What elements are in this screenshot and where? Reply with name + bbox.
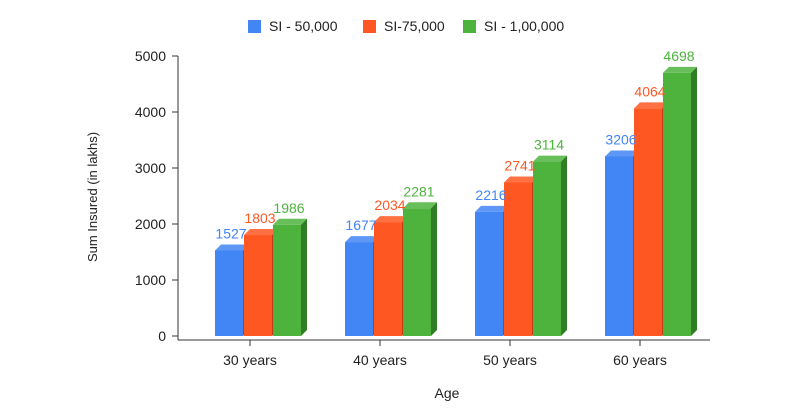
- bar-side: [301, 218, 307, 336]
- bar-top: [403, 202, 437, 209]
- bar-front: [345, 242, 373, 336]
- bar-front: [273, 224, 301, 336]
- bar: [634, 102, 668, 336]
- x-tick-label: 30 years: [223, 352, 277, 368]
- x-tick-label: 60 years: [613, 352, 667, 368]
- bar: [605, 150, 639, 336]
- y-tick-label: 5000: [135, 48, 166, 64]
- bar: [533, 155, 567, 336]
- bar-value-label: 2281: [403, 183, 434, 199]
- legend: SI - 50,000 SI-75,000 SI - 1,00,000: [248, 18, 564, 34]
- bar-value-label: 3206: [605, 131, 636, 147]
- bar-front: [634, 108, 662, 336]
- bar: [475, 205, 509, 336]
- x-axis-title: Age: [435, 385, 460, 401]
- bar-front: [215, 250, 243, 336]
- bar-top: [533, 155, 567, 162]
- x-axis: 30 years 40 years 50 years 60 years: [178, 339, 710, 368]
- bar-front: [475, 211, 503, 336]
- legend-label: SI - 1,00,000: [484, 18, 564, 34]
- bar: [345, 236, 379, 336]
- y-tick-label: 1000: [135, 272, 166, 288]
- bar-top: [605, 150, 639, 157]
- y-tick-label: 4000: [135, 104, 166, 120]
- bar-top: [475, 205, 509, 212]
- legend-label: SI-75,000: [384, 18, 445, 34]
- bar-value-label: 1986: [273, 200, 304, 216]
- y-tick-label: 2000: [135, 216, 166, 232]
- legend-swatch: [363, 20, 376, 33]
- bar-top: [374, 216, 408, 223]
- bar-value-label: 3114: [534, 137, 564, 153]
- bar-value-label: 4698: [663, 48, 694, 64]
- bar-front: [504, 182, 532, 336]
- legend-swatch: [463, 20, 476, 33]
- legend-swatch: [248, 20, 261, 33]
- x-tick-label: 50 years: [483, 352, 537, 368]
- x-tick-label: 40 years: [353, 352, 407, 368]
- y-tick-label: 0: [158, 328, 166, 344]
- bar-side: [561, 155, 567, 336]
- bar-value-label: 1527: [215, 225, 246, 241]
- bar-top: [634, 102, 668, 109]
- legend-label: SI - 50,000: [269, 18, 338, 34]
- bar: [504, 176, 538, 336]
- y-axis: 0 1000 2000 3000 4000 5000: [135, 48, 179, 344]
- bar-side: [431, 202, 437, 336]
- bar-top: [273, 218, 307, 225]
- bar-front: [663, 72, 691, 337]
- y-axis-title: Sum Insured (in lakhs): [85, 132, 100, 262]
- bar-front: [403, 208, 431, 336]
- bar-value-label: 4064: [634, 83, 665, 99]
- bar-top: [504, 176, 538, 183]
- bar-front: [374, 222, 402, 336]
- bar-top: [663, 66, 697, 73]
- bar: [215, 244, 249, 336]
- bar-value-label: 2034: [374, 197, 405, 213]
- bar: [403, 202, 437, 336]
- bar-front: [605, 156, 633, 336]
- bar-front: [533, 161, 561, 336]
- bar: [273, 218, 307, 336]
- bar: [244, 229, 278, 336]
- legend-item[interactable]: SI - 1,00,000: [463, 18, 564, 34]
- bar-front: [244, 235, 272, 336]
- legend-item[interactable]: SI - 50,000: [248, 18, 338, 34]
- bar: [374, 216, 408, 336]
- bar-value-label: 2216: [475, 187, 506, 203]
- bar-top: [345, 236, 379, 243]
- bar-top: [244, 229, 278, 236]
- bar-top: [215, 244, 249, 251]
- bar: [663, 66, 697, 337]
- legend-item[interactable]: SI-75,000: [363, 18, 445, 34]
- bar-side: [691, 66, 697, 337]
- bars: [215, 66, 697, 337]
- y-tick-label: 3000: [135, 160, 166, 176]
- bar-value-label: 1803: [244, 210, 275, 226]
- bar-value-label: 2741: [504, 158, 535, 174]
- bar-value-label: 1677: [345, 217, 376, 233]
